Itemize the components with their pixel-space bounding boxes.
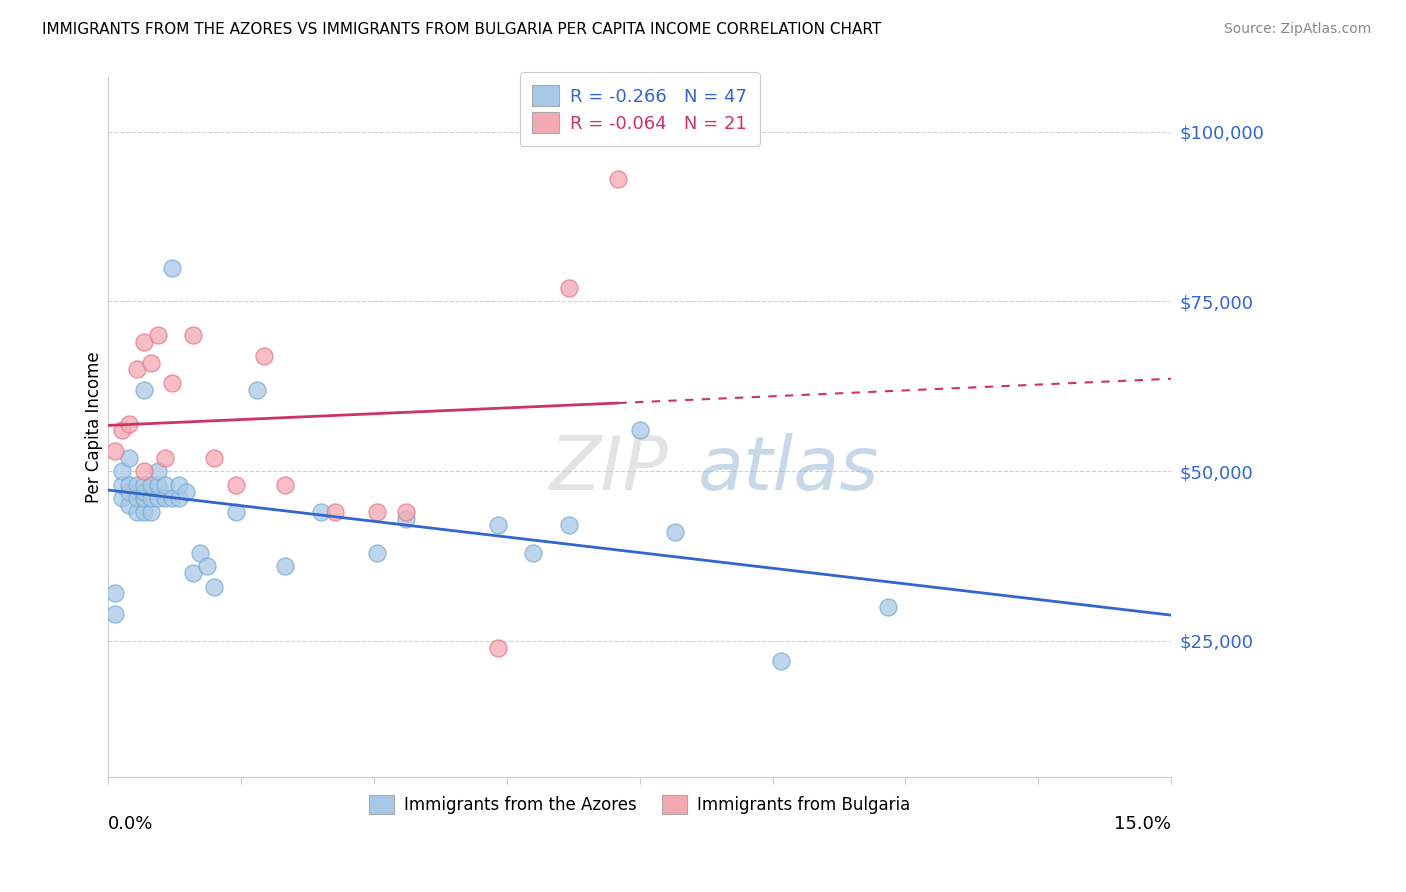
Point: [309, 505, 332, 519]
Point: [366, 505, 388, 519]
Point: [253, 349, 276, 363]
Point: [167, 491, 190, 506]
Point: [558, 281, 581, 295]
Point: [323, 505, 346, 519]
Point: [174, 484, 197, 499]
Point: [125, 491, 148, 506]
Point: [204, 580, 226, 594]
Point: [146, 464, 169, 478]
Text: ZIP: ZIP: [550, 433, 668, 505]
Point: [160, 491, 183, 506]
Point: [118, 417, 141, 431]
Point: [132, 477, 155, 491]
Point: [132, 491, 155, 506]
Point: [274, 559, 297, 574]
Point: [111, 424, 134, 438]
Point: [664, 525, 686, 540]
Text: 15.0%: 15.0%: [1114, 815, 1171, 833]
Point: [225, 505, 247, 519]
Point: [274, 477, 297, 491]
Point: [104, 607, 127, 621]
Point: [160, 376, 183, 390]
Point: [197, 559, 219, 574]
Point: [104, 443, 127, 458]
Point: [118, 484, 141, 499]
Point: [366, 546, 388, 560]
Point: [125, 505, 148, 519]
Point: [104, 586, 127, 600]
Point: [146, 328, 169, 343]
Point: [770, 654, 793, 668]
Point: [153, 450, 176, 465]
Point: [111, 491, 134, 506]
Point: [139, 491, 162, 506]
Point: [132, 335, 155, 350]
Point: [395, 511, 418, 525]
Point: [628, 424, 651, 438]
Point: [118, 498, 141, 512]
Point: [486, 518, 509, 533]
Point: [160, 260, 183, 275]
Point: [111, 464, 134, 478]
Point: [876, 599, 898, 614]
Point: [132, 464, 155, 478]
Point: [558, 518, 581, 533]
Point: [118, 477, 141, 491]
Point: [139, 505, 162, 519]
Point: [153, 477, 176, 491]
Point: [607, 172, 630, 186]
Point: [225, 477, 247, 491]
Point: [204, 450, 226, 465]
Point: [167, 477, 190, 491]
Text: atlas: atlas: [699, 433, 880, 505]
Text: 0.0%: 0.0%: [108, 815, 153, 833]
Point: [153, 491, 176, 506]
Point: [188, 546, 211, 560]
Point: [132, 484, 155, 499]
Point: [395, 505, 418, 519]
Point: [139, 355, 162, 369]
Point: [132, 505, 155, 519]
Point: [246, 383, 269, 397]
Point: [146, 477, 169, 491]
Legend: Immigrants from the Azores, Immigrants from Bulgaria: Immigrants from the Azores, Immigrants f…: [359, 785, 920, 824]
Point: [146, 491, 169, 506]
Point: [181, 566, 204, 580]
Text: Source: ZipAtlas.com: Source: ZipAtlas.com: [1223, 22, 1371, 37]
Point: [181, 328, 204, 343]
Text: IMMIGRANTS FROM THE AZORES VS IMMIGRANTS FROM BULGARIA PER CAPITA INCOME CORRELA: IMMIGRANTS FROM THE AZORES VS IMMIGRANTS…: [42, 22, 882, 37]
Y-axis label: Per Capita Income: Per Capita Income: [86, 351, 103, 503]
Point: [111, 477, 134, 491]
Point: [132, 383, 155, 397]
Point: [125, 362, 148, 376]
Point: [139, 477, 162, 491]
Point: [522, 546, 544, 560]
Point: [486, 640, 509, 655]
Point: [125, 477, 148, 491]
Point: [118, 450, 141, 465]
